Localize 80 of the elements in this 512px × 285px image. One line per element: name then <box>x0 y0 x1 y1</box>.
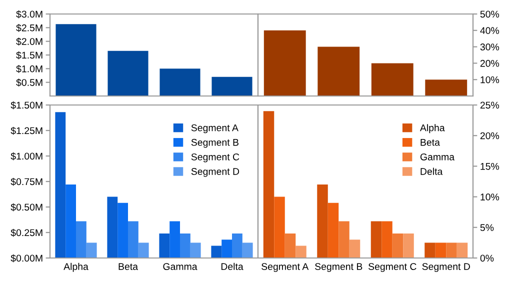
y-tick-label: 20% <box>480 132 500 140</box>
y-tick-label: 25% <box>480 102 500 109</box>
bar <box>264 30 306 96</box>
bar <box>435 242 446 258</box>
bar <box>76 221 86 258</box>
y-tick-label: 15% <box>480 162 500 170</box>
y-tick-label: 30% <box>480 44 500 50</box>
bar <box>222 240 232 258</box>
legend-label: Segment D <box>191 168 240 177</box>
y-tick-label: $0.5M <box>16 78 42 87</box>
bar <box>317 184 328 258</box>
y-tick-label: $0.75M <box>10 178 42 186</box>
bar <box>160 68 200 96</box>
bar <box>403 234 414 258</box>
y-tick-label: $3.0M <box>16 10 42 18</box>
y-tick-label: 20% <box>480 60 500 67</box>
y-tick-label: $0.50M <box>10 203 42 212</box>
bar <box>170 221 180 258</box>
legend-label: Delta <box>420 168 443 175</box>
bar <box>118 202 128 258</box>
legend-label: Segment A <box>191 124 238 134</box>
bar <box>212 76 252 96</box>
bar <box>284 234 296 258</box>
bar <box>232 234 242 258</box>
y-tick-label: 0% <box>480 254 494 262</box>
bar <box>263 111 274 258</box>
bar <box>66 184 76 258</box>
x-tick-label: Segment C <box>368 263 416 272</box>
bar <box>424 242 436 258</box>
x-tick-label: Segment B <box>315 263 362 272</box>
y-tick-label: $1.50M <box>10 101 42 110</box>
x-tick-label: Segment A <box>262 263 309 272</box>
y-tick-label: $1.00M <box>10 152 42 160</box>
x-tick-label: Delta <box>221 262 244 270</box>
legend-label: Segment C <box>191 153 240 162</box>
y-tick-label: $2.5M <box>16 24 42 32</box>
bar <box>107 196 118 258</box>
bar <box>382 221 392 258</box>
x-tick-label: Segment D <box>422 263 470 272</box>
legend-label: Alpha <box>420 124 445 134</box>
bar <box>211 246 222 258</box>
bar <box>392 234 404 258</box>
y-tick-label: 10% <box>480 194 500 200</box>
bar <box>318 46 360 96</box>
legend-label: Segment B <box>191 138 238 148</box>
y-tick-label: $1.25M <box>10 126 42 135</box>
bar <box>328 202 339 258</box>
bar <box>55 112 66 258</box>
y-tick-label: $0.25M <box>10 228 42 237</box>
bar <box>128 221 138 258</box>
legend-label: Gamma <box>420 153 455 160</box>
bar <box>425 80 468 96</box>
y-tick-label: $0.00M <box>10 254 42 262</box>
bar <box>296 246 306 258</box>
bar <box>138 242 149 258</box>
bar <box>371 63 414 96</box>
bar <box>349 240 360 258</box>
bar <box>370 221 382 258</box>
y-tick-label: $2.0M <box>16 38 42 46</box>
bar <box>180 234 190 258</box>
bar <box>338 221 350 258</box>
x-tick-label: Beta <box>118 263 138 270</box>
legend-label: Beta <box>420 139 440 146</box>
bar <box>446 242 457 258</box>
bar <box>274 196 285 258</box>
bar <box>86 242 97 258</box>
y-tick-label: 5% <box>480 224 494 232</box>
bar <box>456 242 468 258</box>
x-tick-label: Gamma <box>163 263 198 270</box>
x-tick-label: Alpha <box>64 262 88 272</box>
bar <box>56 24 96 96</box>
y-tick-label: 10% <box>480 76 500 84</box>
y-tick-label: $1.0M <box>16 64 42 73</box>
bar <box>242 242 253 258</box>
y-tick-label: $1.5M <box>16 51 42 60</box>
bar <box>108 50 148 96</box>
y-tick-label: 40% <box>480 27 500 34</box>
bar <box>159 234 170 258</box>
bar <box>190 242 201 258</box>
y-tick-label: 50% <box>480 10 500 18</box>
